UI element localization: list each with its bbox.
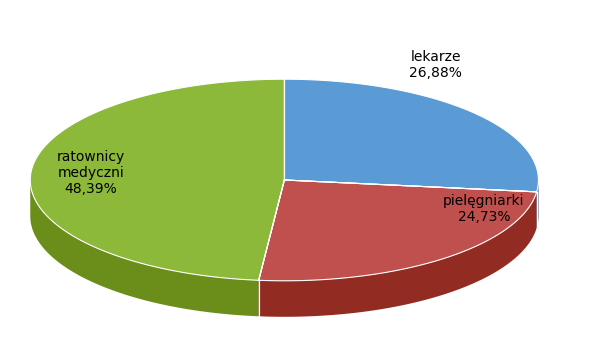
Text: pielęgniarki
24,73%: pielęgniarki 24,73%	[443, 194, 525, 224]
Text: ratownicy
medyczni
48,39%: ratownicy medyczni 48,39%	[57, 150, 125, 196]
Polygon shape	[537, 180, 538, 228]
Polygon shape	[284, 79, 538, 192]
Polygon shape	[259, 180, 537, 281]
Polygon shape	[30, 180, 259, 316]
Polygon shape	[30, 79, 284, 280]
Polygon shape	[259, 192, 537, 317]
Text: lekarze
26,88%: lekarze 26,88%	[409, 50, 462, 80]
